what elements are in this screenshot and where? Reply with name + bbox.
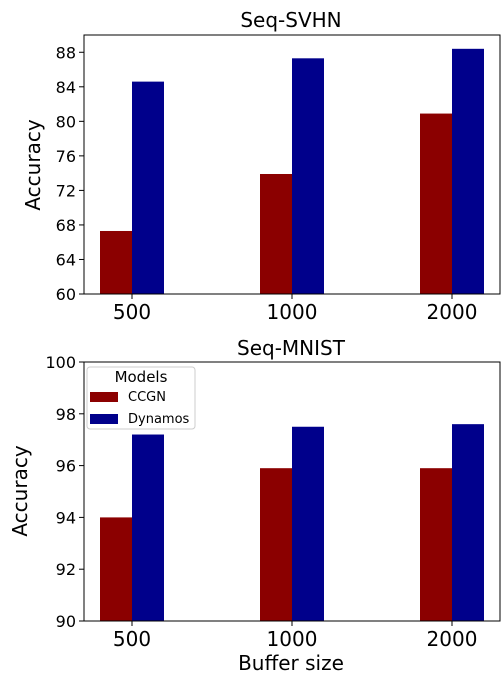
legend-label-dynamos: Dynamos	[128, 412, 190, 427]
bar-dynamos-2000	[452, 48, 484, 295]
bar-ccgn-2000	[420, 468, 452, 621]
y-axis-label: Accuracy	[8, 445, 32, 536]
chart-title: Seq-MNIST	[237, 336, 346, 360]
x-tick-label: 1000	[267, 627, 318, 651]
y-tick-label: 60	[56, 285, 76, 304]
bar-ccgn-1000	[260, 468, 292, 621]
y-tick-label: 72	[56, 181, 76, 200]
bar-dynamos-500	[132, 81, 164, 295]
y-tick-label: 98	[56, 405, 76, 424]
x-tick-label: 500	[113, 627, 151, 651]
bar-ccgn-500	[100, 517, 132, 621]
legend: Models CCGN Dynamos	[86, 366, 196, 430]
legend-swatch-dynamos	[90, 414, 118, 424]
y-tick-label: 88	[56, 43, 76, 62]
plot-frame	[83, 361, 501, 622]
bar-dynamos-1000	[292, 426, 324, 621]
y-tick-label: 96	[56, 457, 76, 476]
y-tick-label: 68	[56, 216, 76, 235]
y-tick-label: 92	[56, 560, 76, 579]
chart-title: Seq-SVHN	[240, 8, 341, 32]
x-tick-label: 2000	[427, 300, 478, 324]
bar-ccgn-500	[100, 230, 132, 294]
bar-ccgn-1000	[260, 173, 292, 294]
y-tick-label: 94	[56, 508, 76, 527]
x-tick-label: 2000	[427, 627, 478, 651]
legend-box	[86, 366, 196, 430]
x-tick-label: 1000	[267, 300, 318, 324]
x-axis-label: Buffer size	[238, 651, 344, 673]
chart-seq-mnist: Seq-MNIST Accuracy Buffer size 90 92 94 96 9…	[8, 336, 501, 675]
legend-label-ccgn: CCGN	[128, 390, 166, 405]
plot-frame	[83, 34, 501, 295]
y-axis-label: Accuracy	[21, 119, 45, 210]
x-tick-label: 500	[113, 300, 151, 324]
legend-title: Models	[115, 368, 168, 386]
bar-dynamos-2000	[452, 424, 484, 621]
chart-seq-svhn: Seq-SVHN Accuracy 60 64 68 72 76 80 84 88 500 10…	[21, 8, 501, 324]
bar-dynamos-500	[132, 434, 164, 621]
y-tick-label: 80	[56, 112, 76, 131]
y-tick-label: 90	[56, 612, 76, 631]
legend-swatch-ccgn	[90, 392, 118, 402]
bar-ccgn-2000	[420, 113, 452, 295]
y-tick-label: 100	[45, 353, 76, 372]
y-tick-label: 64	[56, 250, 76, 269]
y-tick-label: 84	[56, 78, 76, 97]
bar-dynamos-1000	[292, 58, 324, 295]
y-tick-label: 76	[56, 147, 76, 166]
